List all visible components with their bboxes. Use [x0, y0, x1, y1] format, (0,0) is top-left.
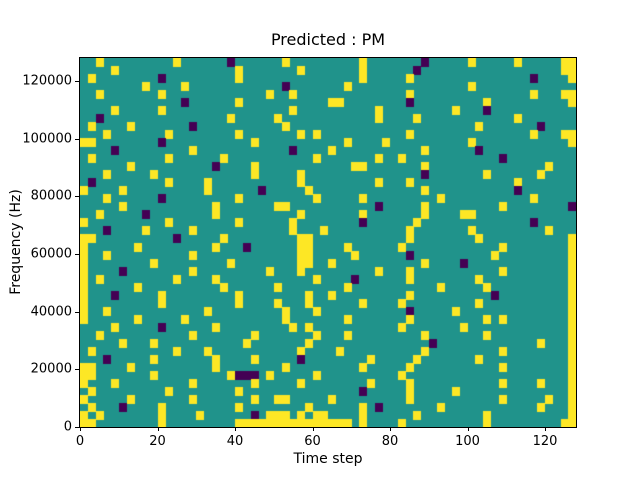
- y-tick-label: 20000: [30, 361, 72, 377]
- x-tick-label: 0: [75, 434, 85, 449]
- x-tick-mark: [157, 427, 159, 431]
- x-tick-label: 60: [304, 434, 321, 449]
- x-tick-label: 40: [226, 434, 244, 449]
- x-tick-label: 80: [381, 434, 399, 449]
- x-tick-mark: [312, 427, 314, 431]
- plot-title: Predicted : PM: [270, 30, 386, 49]
- y-tick-label: 80000: [30, 188, 72, 204]
- y-tick-label: 40000: [30, 304, 72, 320]
- x-tick-mark: [80, 427, 81, 431]
- y-tick-label: 60000: [30, 246, 72, 262]
- x-tick-mark: [545, 427, 546, 431]
- y-tick-mark: [75, 311, 79, 313]
- x-tick-mark: [235, 427, 236, 431]
- x-tick-mark: [390, 427, 391, 431]
- y-axis-label: Frequency (Hz): [8, 189, 24, 295]
- plot-area: [79, 57, 577, 428]
- y-tick-label: 100000: [22, 131, 72, 147]
- x-tick-label: 20: [149, 434, 166, 449]
- y-tick-label: 0: [63, 419, 72, 435]
- y-tick-mark: [75, 81, 79, 83]
- y-tick-label: 120000: [22, 73, 72, 89]
- x-axis-label: Time step: [293, 451, 363, 467]
- x-tick-label: 120: [532, 434, 558, 449]
- x-tick-label: 100: [455, 434, 480, 449]
- y-tick-mark: [75, 254, 79, 256]
- x-tick-mark: [467, 427, 469, 431]
- y-tick-mark: [75, 196, 79, 198]
- y-tick-mark: [75, 138, 79, 140]
- y-tick-mark: [75, 369, 79, 371]
- y-tick-mark: [75, 427, 79, 428]
- heatmap-canvas: [80, 58, 576, 427]
